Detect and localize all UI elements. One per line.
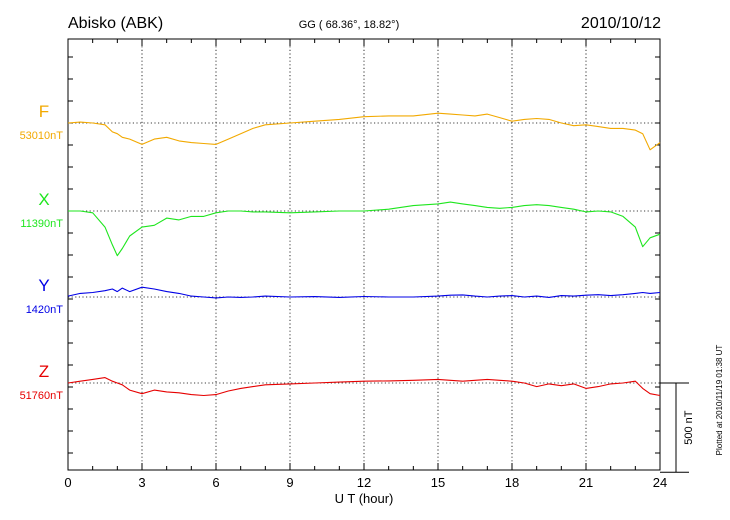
scale-bar: 500 nT — [660, 382, 695, 473]
series-name-Z: Z — [39, 362, 49, 381]
x-tick-label-3: 3 — [138, 475, 145, 490]
x-tick-label-9: 9 — [286, 475, 293, 490]
series-baseline-Y: 1420nT — [26, 304, 64, 316]
x-tick-label-6: 6 — [212, 475, 219, 490]
series-line-Y — [67, 286, 661, 299]
x-tick-label-15: 15 — [431, 475, 445, 490]
series-baseline-Z: 51760nT — [20, 390, 64, 402]
series-labels: F 53010nT X 11390nT Y 1420nT Z 51760nT — [20, 102, 64, 402]
x-axis-label: U T (hour) — [335, 491, 394, 506]
grid — [68, 39, 660, 470]
series-name-F: F — [39, 102, 49, 121]
x-tick-label-12: 12 — [357, 475, 371, 490]
axis-ticks — [67, 39, 661, 470]
series-line-F — [67, 112, 661, 151]
plot-frame — [67, 38, 661, 471]
x-tick-label-21: 21 — [579, 475, 593, 490]
x-tick-label-18: 18 — [505, 475, 519, 490]
plotted-note: Plotted at 2010/11/19 01:38 UT — [715, 345, 724, 456]
series-name-Y: Y — [38, 276, 49, 295]
x-tick-label-0: 0 — [64, 475, 71, 490]
series-group — [67, 112, 661, 397]
series-baseline-F: 53010nT — [20, 130, 64, 142]
x-tick-label-24: 24 — [653, 475, 667, 490]
series-baseline-X: 11390nT — [20, 218, 63, 230]
x-tick-labels: 0 3 6 9 12 15 18 21 24 — [64, 475, 667, 490]
station-title: Abisko (ABK) — [68, 15, 163, 32]
series-line-X — [68, 201, 661, 257]
date-label: 2010/10/12 — [581, 15, 661, 32]
series-name-X: X — [38, 190, 49, 209]
series-line-Z — [67, 377, 661, 397]
station-coordinates: GG ( 68.36°, 18.82°) — [299, 19, 400, 31]
scale-bar-label: 500 nT — [683, 410, 695, 445]
